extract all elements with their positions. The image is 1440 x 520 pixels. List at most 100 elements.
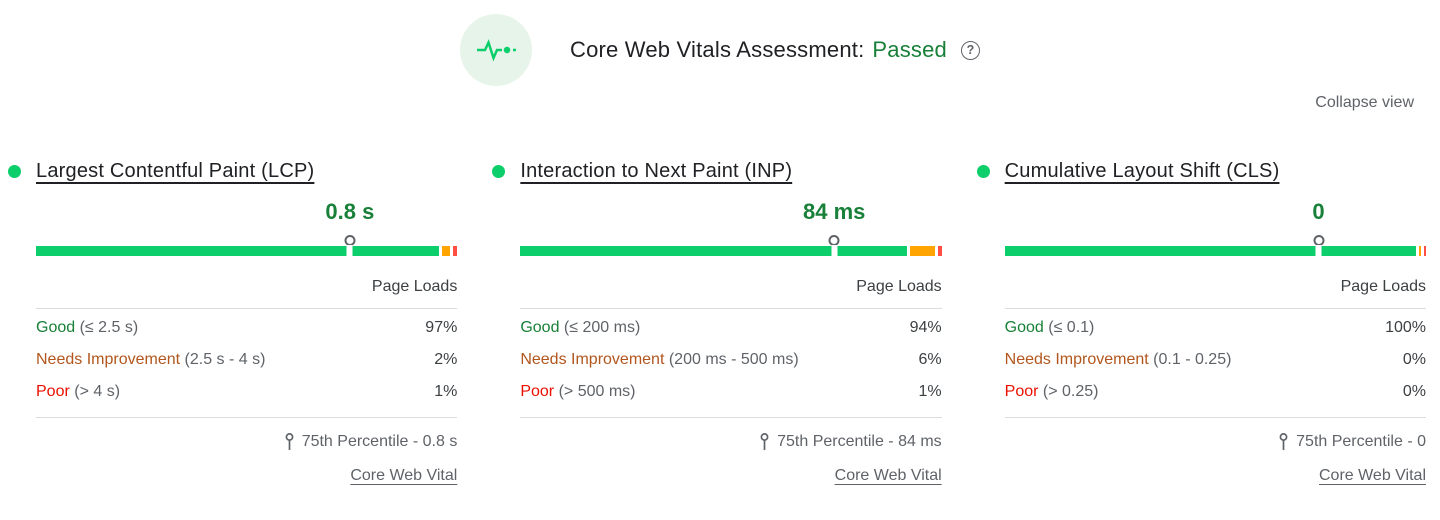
metric-column: Interaction to Next Paint (INP) 84 ms Pa… [492,159,942,485]
help-icon[interactable]: ? [960,40,980,60]
page-loads-label: Page Loads [1004,278,1426,309]
percentile-marker-icon [1313,235,1325,258]
percentile-caption: 75th Percentile - 84 ms [520,418,942,451]
row-range: (> 4 s) [74,383,121,400]
row-category: Good [36,319,76,336]
row-percent: 1% [434,383,458,400]
distribution-row-needs-improvement: Needs Improvement (200 ms - 500 ms) 6% [520,344,941,376]
metric-gauge: 0.8 s [36,199,458,258]
row-category: Needs Improvement [36,351,181,368]
bar-segment-good [520,246,907,256]
percentile-caption: 75th Percentile - 0 [1005,418,1426,451]
row-range: (≤ 0.1) [1048,319,1095,336]
collapse-row: Collapse view [0,94,1440,112]
row-category: Poor [36,383,70,400]
bar-segment-needs-improvement [909,246,935,256]
assessment-title: Core Web Vitals Assessment: Passed ? [570,37,980,63]
core-web-vital-link[interactable]: Core Web Vital [834,467,942,484]
row-label: Good (≤ 2.5 s) [36,319,138,337]
bar-segment-poor [937,246,942,256]
row-percent: 94% [909,319,942,336]
percentile-text: 75th Percentile - 0 [1296,433,1426,450]
row-category: Needs Improvement [520,351,665,368]
metric-gauge: 84 ms [520,199,942,258]
metric-header: Largest Contentful Paint (LCP) [8,159,457,183]
distribution-row-poor: Poor (> 4 s) 1% [36,376,457,408]
pin-icon [1279,433,1288,450]
row-category: Good [520,319,560,336]
page-loads-label: Page Loads [36,278,458,309]
bar-segment-needs-improvement [1419,246,1422,256]
row-label: Good (≤ 0.1) [1005,319,1095,337]
distribution-row-good: Good (≤ 200 ms) 94% [520,312,941,344]
row-range: (> 500 ms) [558,383,636,400]
metric-value: 84 ms [803,199,866,224]
bar-segment-good [1004,246,1417,256]
distribution-row-needs-improvement: Needs Improvement (0.1 - 0.25) 0% [1005,344,1426,376]
pin-icon [760,433,769,450]
row-label: Needs Improvement (200 ms - 500 ms) [520,351,798,369]
percentile-caption: 75th Percentile - 0.8 s [36,418,457,451]
metric-gauge: 0 [1004,199,1427,258]
core-web-vital-row: Core Web Vital [36,467,457,485]
row-category: Needs Improvement [1004,351,1149,368]
marker-stem [1315,245,1322,258]
metric-footer: 75th Percentile - 0.8 s Core Web Vital [36,417,458,485]
distribution-bar [1004,235,1427,258]
distribution-row-good: Good (≤ 0.1) 100% [1005,312,1426,344]
metric-header: Cumulative Layout Shift (CLS) [976,159,1426,183]
metric-status-dot [976,164,990,178]
row-label: Poor (> 0.25) [1005,383,1099,401]
metric-column: Cumulative Layout Shift (CLS) 0 Page Loa… [976,159,1427,485]
distribution-table: Good (≤ 200 ms) 94% Needs Improvement (2… [520,309,941,408]
metrics-grid: Largest Contentful Paint (LCP) 0.8 s Pag… [0,159,1440,485]
distribution-row-poor: Poor (> 0.25) 0% [1005,376,1426,408]
row-percent: 1% [918,383,942,400]
row-range: (200 ms - 500 ms) [668,351,799,368]
pulse-icon [460,14,532,86]
row-percent: 6% [918,351,942,368]
row-percent: 2% [434,351,458,368]
distribution-row-poor: Poor (> 500 ms) 1% [520,376,941,408]
metric-value: 0 [1312,199,1325,224]
bar-segment-needs-improvement [441,246,451,256]
row-label: Poor (> 500 ms) [520,383,635,401]
distribution-bar [36,235,458,258]
metric-value: 0.8 s [325,199,375,224]
metric-title-link[interactable]: Interaction to Next Paint (INP) [520,159,793,182]
metric-column: Largest Contentful Paint (LCP) 0.8 s Pag… [8,159,458,485]
row-range: (> 0.25) [1042,383,1099,400]
core-web-vital-link[interactable]: Core Web Vital [350,467,458,484]
row-label: Needs Improvement (2.5 s - 4 s) [36,351,265,369]
percentile-marker-icon [828,235,840,258]
marker-stem [346,245,353,258]
row-range: (≤ 200 ms) [563,319,641,336]
row-label: Poor (> 4 s) [36,383,120,401]
row-range: (0.1 - 0.25) [1153,351,1232,368]
bar-segment-good [36,246,439,256]
bar-segment-poor [1424,246,1427,256]
row-label: Good (≤ 200 ms) [520,319,640,337]
distribution-bar [520,235,942,258]
distribution-table: Good (≤ 0.1) 100% Needs Improvement (0.1… [1005,309,1426,408]
percentile-marker-icon [344,235,356,258]
metric-title-link[interactable]: Cumulative Layout Shift (CLS) [1004,159,1280,182]
metric-footer: 75th Percentile - 84 ms Core Web Vital [520,417,942,485]
metric-status-dot [8,164,21,178]
core-web-vital-link[interactable]: Core Web Vital [1318,467,1426,484]
metric-footer: 75th Percentile - 0 Core Web Vital [1004,417,1426,485]
core-web-vital-row: Core Web Vital [1005,467,1426,485]
row-range: (≤ 2.5 s) [79,319,139,336]
bar-segment-poor [453,246,458,256]
row-category: Poor [520,383,555,400]
marker-stem [831,245,838,258]
row-category: Poor [1004,383,1039,400]
distribution-row-needs-improvement: Needs Improvement (2.5 s - 4 s) 2% [36,344,457,376]
collapse-view-link[interactable]: Collapse view [1315,94,1414,111]
page-loads-label: Page Loads [520,278,942,309]
metric-title-link[interactable]: Largest Contentful Paint (LCP) [36,159,315,182]
core-web-vital-row: Core Web Vital [520,467,942,485]
row-percent: 0% [1402,351,1426,368]
assessment-header: Core Web Vitals Assessment: Passed ? [0,14,1440,86]
assessment-title-text: Core Web Vitals Assessment: [570,37,865,62]
